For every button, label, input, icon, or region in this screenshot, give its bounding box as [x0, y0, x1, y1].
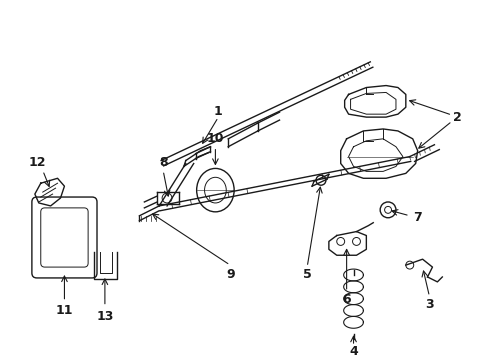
Text: 13: 13 — [96, 310, 114, 323]
Text: 3: 3 — [425, 298, 434, 311]
Text: 2: 2 — [453, 111, 462, 123]
Text: 7: 7 — [413, 211, 422, 224]
Text: 10: 10 — [207, 132, 224, 145]
Text: 6: 6 — [343, 293, 351, 306]
Text: 8: 8 — [159, 156, 168, 169]
Text: 5: 5 — [303, 269, 312, 282]
Text: 11: 11 — [56, 304, 73, 317]
Text: 4: 4 — [349, 346, 358, 359]
Text: 12: 12 — [29, 156, 47, 169]
Text: 9: 9 — [226, 269, 235, 282]
Text: 1: 1 — [214, 105, 223, 118]
